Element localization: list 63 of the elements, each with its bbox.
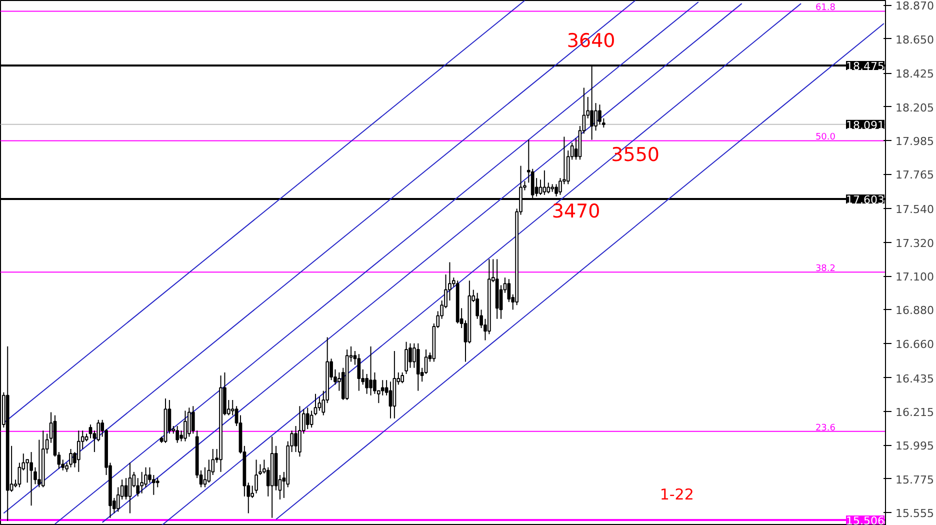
candlestick: [188, 407, 191, 438]
candlestick: [404, 341, 408, 374]
candlestick: [538, 179, 542, 196]
candlestick: [365, 373, 368, 394]
candlestick: [38, 439, 41, 488]
candlestick: [369, 346, 372, 396]
candlestick: [76, 430, 80, 472]
candlestick: [400, 372, 404, 384]
ref-line-label: 17.603: [846, 194, 885, 207]
candlestick: [357, 354, 361, 392]
y-tick-label: 17.985: [896, 135, 934, 148]
candlestick: [140, 471, 144, 494]
y-tick-label: 15.775: [896, 473, 934, 486]
y-tick-label: 17.100: [896, 270, 934, 284]
y-tick-label: 16.880: [896, 304, 934, 318]
candlestick: [191, 406, 195, 434]
candlestick: [128, 462, 132, 514]
y-tick-label: 15.995: [896, 440, 934, 453]
candlestick: [88, 424, 92, 439]
candlestick: [152, 474, 156, 496]
ref-line-label: 18.091: [846, 118, 885, 132]
candlestick: [507, 278, 511, 303]
annotation: 61.8: [815, 3, 836, 14]
candlestick: [314, 393, 318, 416]
candlestick: [424, 348, 428, 374]
y-tick-label: 18.650: [896, 33, 934, 46]
ref-line-label: 18.475: [846, 60, 885, 74]
candlestick: [124, 478, 128, 500]
y-tick-label: 16.215: [896, 406, 934, 419]
candlestick: [254, 459, 258, 494]
annotation: 1-22: [660, 486, 694, 504]
candlestick: [69, 448, 72, 468]
candlestick: [542, 170, 546, 196]
y-tick-label: 18.425: [896, 68, 934, 81]
candlestick: [203, 466, 207, 488]
candlestick: [294, 426, 298, 453]
candlestick: [298, 406, 302, 458]
candlestick: [176, 426, 180, 444]
candlestick: [306, 407, 310, 430]
candlestick: [207, 459, 211, 484]
y-tick-label: 15.555: [896, 506, 934, 520]
candlestick: [318, 396, 322, 412]
y-tick-label: 17.540: [896, 203, 934, 216]
annotation: 3470: [552, 200, 600, 222]
annotation: 23.6: [815, 423, 836, 434]
annotation: 38.2: [815, 264, 836, 274]
candlestick: [380, 380, 384, 396]
y-tick-label: 17.765: [896, 168, 934, 182]
annotation: 50.0: [815, 132, 836, 143]
candlestick: [310, 410, 314, 428]
candlestick: [30, 452, 33, 506]
y-tick-label: 17.320: [896, 236, 934, 250]
ref-line-label: 15.506: [846, 514, 885, 525]
y-tick-label: 16.435: [896, 372, 934, 386]
candlestick: [156, 478, 160, 488]
y-tick-label: 18.205: [896, 101, 934, 114]
candlestick: [546, 182, 550, 194]
candlestick: [594, 102, 598, 132]
y-tick-label: 16.660: [896, 338, 934, 351]
annotation: 3550: [611, 144, 660, 166]
y-tick-label: 18.870: [896, 0, 934, 13]
candlestick: [598, 104, 602, 125]
candlestick: [184, 410, 187, 442]
